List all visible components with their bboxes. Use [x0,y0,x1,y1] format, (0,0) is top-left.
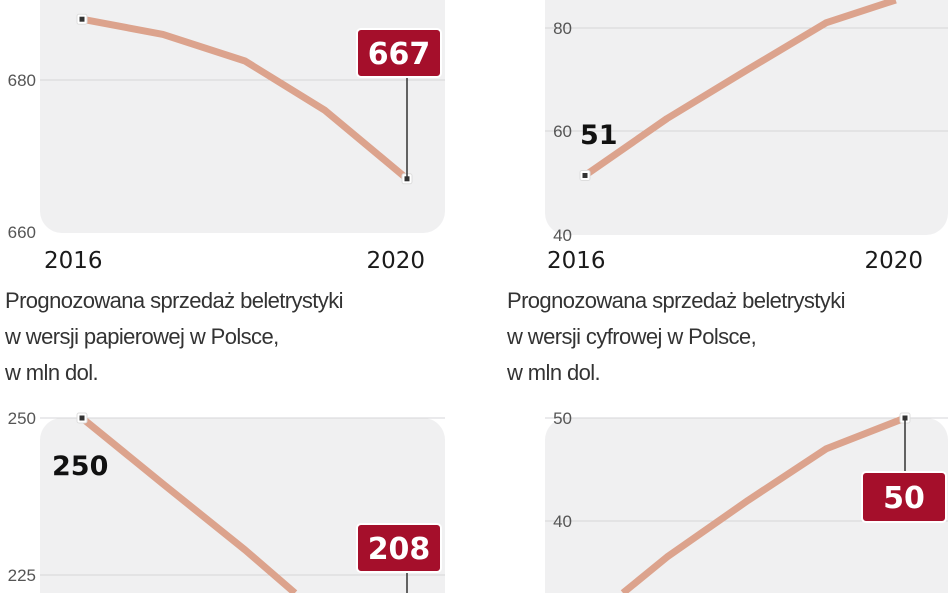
y-tick-label: 40 [553,226,572,245]
series-line [81,15,410,182]
caption-line: w wersji papierowej w Polsce, [5,324,279,349]
y-tick-label: 660 [8,223,36,242]
y-tick-label: 250 [8,409,36,428]
value-callout-label: 208 [368,532,431,567]
y-tick-label: 225 [8,566,36,585]
data-point-marker [79,16,85,22]
series-line [583,0,897,179]
start-value-label: 250 [52,451,108,482]
caption-line: w wersji cyfrowej w Polsce, [507,324,757,349]
data-point-marker [582,172,588,178]
caption-line: w mln dol. [507,360,601,385]
y-tick-label: 680 [8,71,36,90]
x-tick-label: 2020 [864,248,923,274]
caption-line: w mln dol. [5,360,99,385]
caption-digital: Prognozowana sprzedaż beletrystyki w wer… [507,283,846,391]
series-line [79,415,298,593]
value-callout-label: 667 [368,37,431,72]
value-callout-label: 50 [883,481,925,516]
data-point-marker [79,415,85,421]
caption-line: Prognozowana sprzedaż beletrystyki [507,288,846,313]
x-tick-label: 2020 [366,248,425,274]
y-tick-label: 60 [553,122,572,141]
y-tick-label: 50 [553,409,572,428]
x-tick-label: 2016 [547,248,606,274]
x-tick-label: 2016 [44,248,103,274]
plot-background [545,0,948,235]
line-chart-3: 225 250 208 250 [8,409,445,593]
line-chart-4: 40 50 50 [545,409,948,593]
y-tick-label: 40 [553,512,572,531]
value-callout-box [356,28,442,78]
line-chart-2: 40 60 80 2016 2020 51 [545,0,948,274]
line-chart-1: 660 680 2016 2020 667 [8,0,445,274]
value-callout-box [356,523,442,573]
caption-paper: Prognozowana sprzedaż beletrystyki w wer… [5,283,344,391]
series-line [620,414,907,593]
plot-background [40,0,445,233]
y-tick-label: 80 [553,19,572,38]
start-value-label: 51 [580,120,618,151]
caption-line: Prognozowana sprzedaż beletrystyki [5,288,344,313]
value-callout-box [861,471,947,523]
